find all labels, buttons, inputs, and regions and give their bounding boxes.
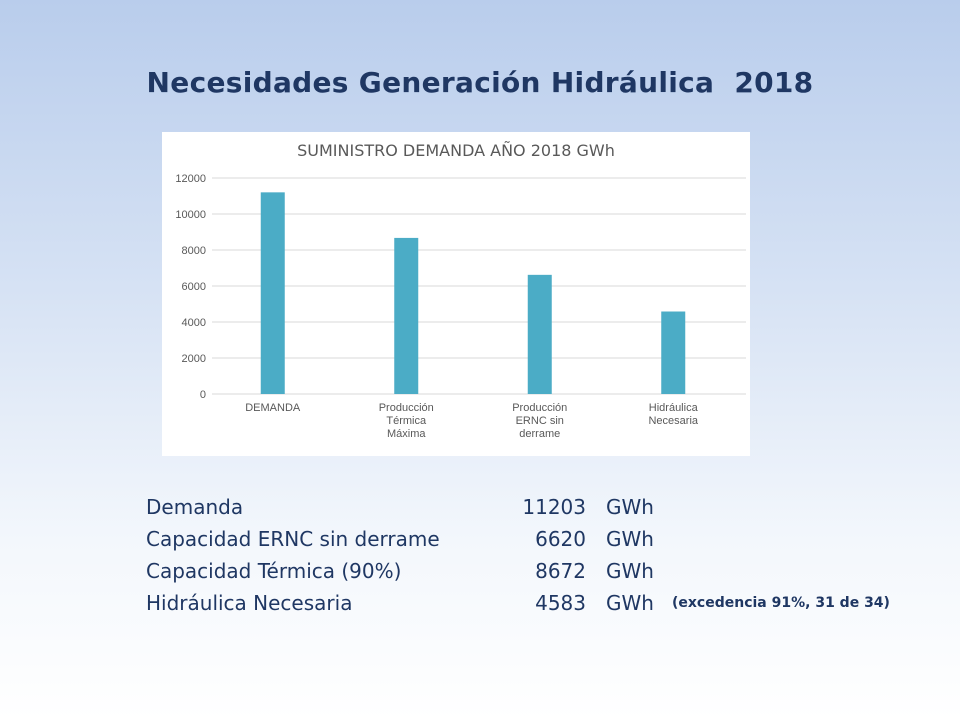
y-tick-label: 0 — [200, 389, 206, 401]
chart-svg: SUMINISTRO DEMANDA AÑO 2018 GWh 0 2000 4000… — [175, 141, 746, 440]
summary-label: Demanda — [146, 495, 244, 519]
summary-note: (excedencia 91%, 31 de 34) — [672, 595, 890, 611]
summary-label: Capacidad Térmica (90%) — [146, 559, 402, 583]
y-tick-label: 10000 — [175, 209, 206, 221]
summary-unit: GWh — [606, 527, 654, 551]
y-tick-label: 2000 — [182, 353, 206, 365]
y-tick-label: 4000 — [182, 317, 206, 329]
x-category-label: Máxima — [387, 428, 426, 440]
bar — [260, 192, 285, 394]
bar — [527, 274, 552, 394]
x-category-label: Hidráulica — [649, 402, 699, 414]
chart-title: SUMINISTRO DEMANDA AÑO 2018 GWh — [297, 141, 615, 160]
bar — [394, 237, 419, 394]
summary-unit: GWh — [606, 495, 654, 519]
summary-unit: GWh — [606, 559, 654, 583]
x-category-label: Producción — [379, 402, 434, 414]
slide-title: Necesidades Generación Hidráulica 2018 — [146, 66, 814, 99]
x-category-label: DEMANDA — [245, 402, 301, 414]
summary-label: Hidráulica Necesaria — [146, 591, 353, 615]
bar — [661, 311, 686, 394]
x-category-label: ERNC sin — [516, 415, 564, 427]
summary-value: 6620 — [535, 527, 586, 551]
x-category-label: Producción — [512, 402, 567, 414]
y-tick-label: 6000 — [182, 281, 206, 293]
bar-chart: SUMINISTRO DEMANDA AÑO 2018 GWh 0 2000 4000… — [162, 132, 750, 456]
y-tick-label: 8000 — [182, 245, 206, 257]
x-category-label: Térmica — [386, 415, 427, 427]
x-category-label: Necesaria — [648, 415, 698, 427]
summary-value: 4583 — [535, 591, 586, 615]
summary-value: 11203 — [522, 495, 586, 519]
x-category-label: derrame — [519, 428, 560, 440]
summary-value: 8672 — [535, 559, 586, 583]
summary-label: Capacidad ERNC sin derrame — [146, 527, 440, 551]
y-tick-label: 12000 — [175, 173, 206, 185]
summary-unit: GWh — [606, 591, 654, 615]
